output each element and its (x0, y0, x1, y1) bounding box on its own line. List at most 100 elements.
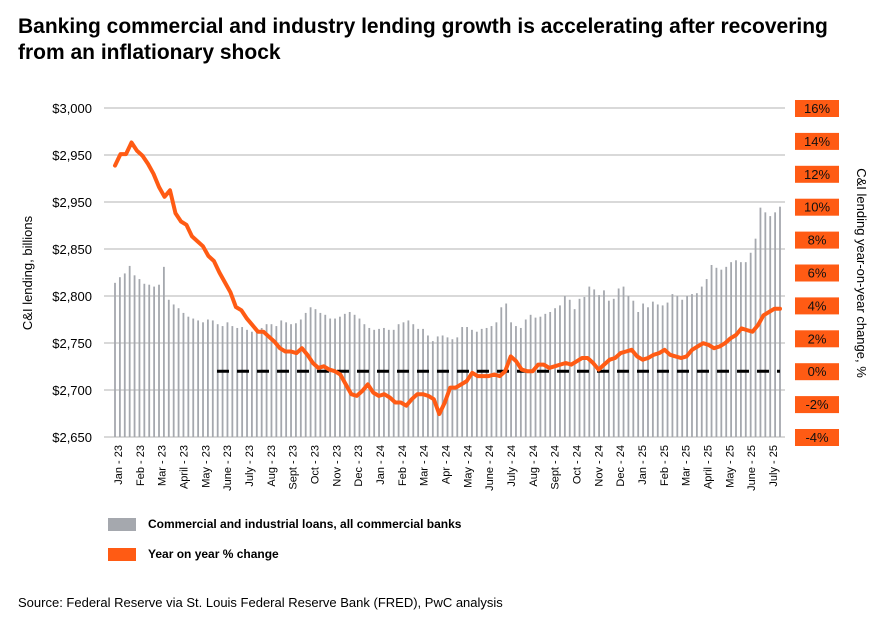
x-tick-label: July - 24 (506, 445, 518, 487)
bar (637, 311, 640, 437)
x-tick-label: Oct - 23 (310, 445, 322, 484)
chart-title: Banking commercial and industry lending … (18, 15, 828, 64)
bar (774, 212, 777, 437)
y2-tick-label: 8% (808, 233, 827, 248)
bar (260, 327, 263, 437)
bar (295, 323, 297, 437)
bar (495, 322, 498, 437)
legend-swatch-line (108, 547, 136, 561)
y2-tick-box (795, 198, 839, 216)
bar (334, 318, 336, 437)
bar (387, 329, 390, 437)
bar (720, 269, 723, 437)
y2-tick-box (795, 231, 839, 249)
y2-tick-box (795, 363, 839, 381)
y2-tick-box (795, 429, 839, 446)
right-axis-ticks: 16% 14% 12% 10% 8% 6% 4% 2% 0% -2% -4% (795, 100, 839, 446)
bar (373, 329, 376, 437)
bar (241, 327, 244, 437)
bar (485, 327, 488, 437)
x-axis-ticks: Jan - 23 Feb - 23 Mar - 23 April - 23 May - … (113, 445, 780, 491)
bar (319, 312, 322, 437)
bar (255, 328, 258, 437)
bar (710, 264, 713, 437)
y2-tick-label: 4% (808, 298, 827, 313)
y-tick-label: $2,850 (52, 242, 92, 257)
bar (412, 324, 415, 437)
x-tick-label: Aug - 23 (266, 445, 278, 487)
bar (158, 284, 160, 437)
bar (651, 301, 654, 437)
x-tick-label: Apr - 24 (441, 445, 453, 484)
x-tick-label: Mar - 25 (681, 445, 693, 486)
bar (695, 293, 698, 437)
bar (627, 296, 630, 437)
bar (177, 308, 180, 437)
bar (549, 311, 552, 437)
bar (573, 309, 576, 437)
bar (138, 279, 141, 437)
bar (187, 316, 190, 437)
bar (764, 212, 767, 437)
bar (598, 295, 600, 437)
left-axis-label: C&I lending, billions (20, 215, 35, 330)
bar (153, 286, 156, 437)
x-tick-label: Mar - 23 (157, 445, 169, 486)
y2-tick-label: 14% (804, 134, 830, 149)
bar (221, 326, 224, 437)
x-tick-label: May - 24 (462, 445, 474, 488)
bar (475, 331, 478, 437)
y2-tick-box (795, 330, 839, 348)
bar (167, 299, 170, 437)
bar (143, 283, 146, 437)
bar (754, 238, 757, 437)
bar (211, 320, 214, 437)
bar (705, 279, 708, 437)
x-tick-label: April - 25 (703, 445, 715, 489)
x-tick-label: Feb - 24 (397, 445, 409, 486)
y-tick-label: $2,650 (52, 430, 92, 445)
bar (118, 277, 121, 437)
bar (402, 322, 405, 437)
bar (744, 262, 747, 437)
y2-tick-label: -2% (805, 397, 829, 412)
bar (324, 314, 327, 437)
bar (133, 275, 136, 437)
yoy-line (113, 140, 782, 416)
y-tick-label: $2,800 (52, 289, 92, 304)
x-tick-label: Jan - 25 (637, 445, 649, 485)
bar (617, 288, 620, 437)
bar (441, 335, 444, 437)
bar (114, 282, 116, 437)
bar (285, 322, 288, 437)
bar (779, 206, 781, 437)
bar (735, 260, 737, 437)
bar (578, 298, 581, 437)
x-tick-label: July - 23 (244, 445, 256, 487)
bar (544, 313, 547, 437)
bar (383, 327, 385, 437)
legend-swatch-bars (108, 517, 136, 531)
legend-item-bars: Commercial and industrial loans, all com… (108, 517, 461, 531)
bar (534, 317, 537, 437)
bar (231, 326, 234, 437)
legend-label-line: Year on year % change (148, 547, 279, 561)
y-tick-label: $3,000 (52, 101, 92, 116)
bar (563, 296, 566, 437)
bar (632, 300, 635, 437)
bar (299, 319, 302, 437)
bar (480, 328, 483, 437)
x-tick-label: Nov - 24 (593, 445, 605, 487)
x-tick-label: Dec - 23 (353, 445, 365, 487)
bar (162, 266, 165, 437)
y2-tick-label: 10% (804, 200, 830, 215)
bar (769, 216, 772, 437)
bar (309, 307, 312, 437)
bar (192, 318, 195, 437)
x-tick-label: May - 23 (200, 445, 212, 488)
x-tick-label: Feb - 25 (659, 445, 671, 486)
y-tick-label: $2,950 (52, 148, 92, 163)
bar (622, 286, 625, 437)
x-tick-label: Aug - 24 (528, 445, 540, 487)
bar (397, 324, 400, 437)
